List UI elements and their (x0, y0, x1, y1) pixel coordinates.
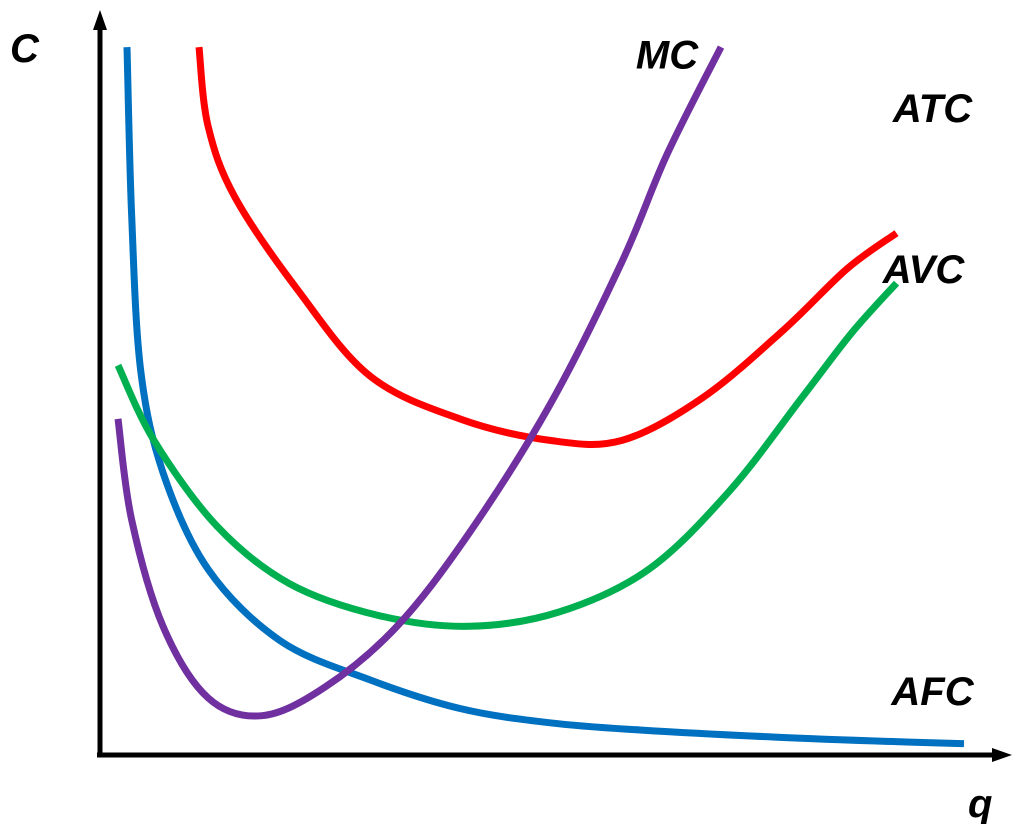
mc-label: MC (636, 34, 699, 78)
x-axis-arrow-icon (992, 748, 1012, 762)
afc-curve (123, 46, 965, 748)
y-axis-arrow-icon (93, 10, 107, 30)
atc-label: ATC (892, 87, 973, 131)
avc-curve (114, 280, 900, 630)
mc-curve (114, 45, 725, 720)
axes: C q (10, 10, 1012, 824)
atc-curve (195, 46, 899, 449)
x-axis-label: q (968, 782, 992, 824)
curves-group (114, 45, 965, 748)
avc-label: AVC (882, 248, 966, 292)
afc-label: AFC (890, 670, 974, 714)
y-axis-label: C (10, 27, 40, 71)
series-labels-group: MC ATC AVC AFC (636, 34, 975, 714)
